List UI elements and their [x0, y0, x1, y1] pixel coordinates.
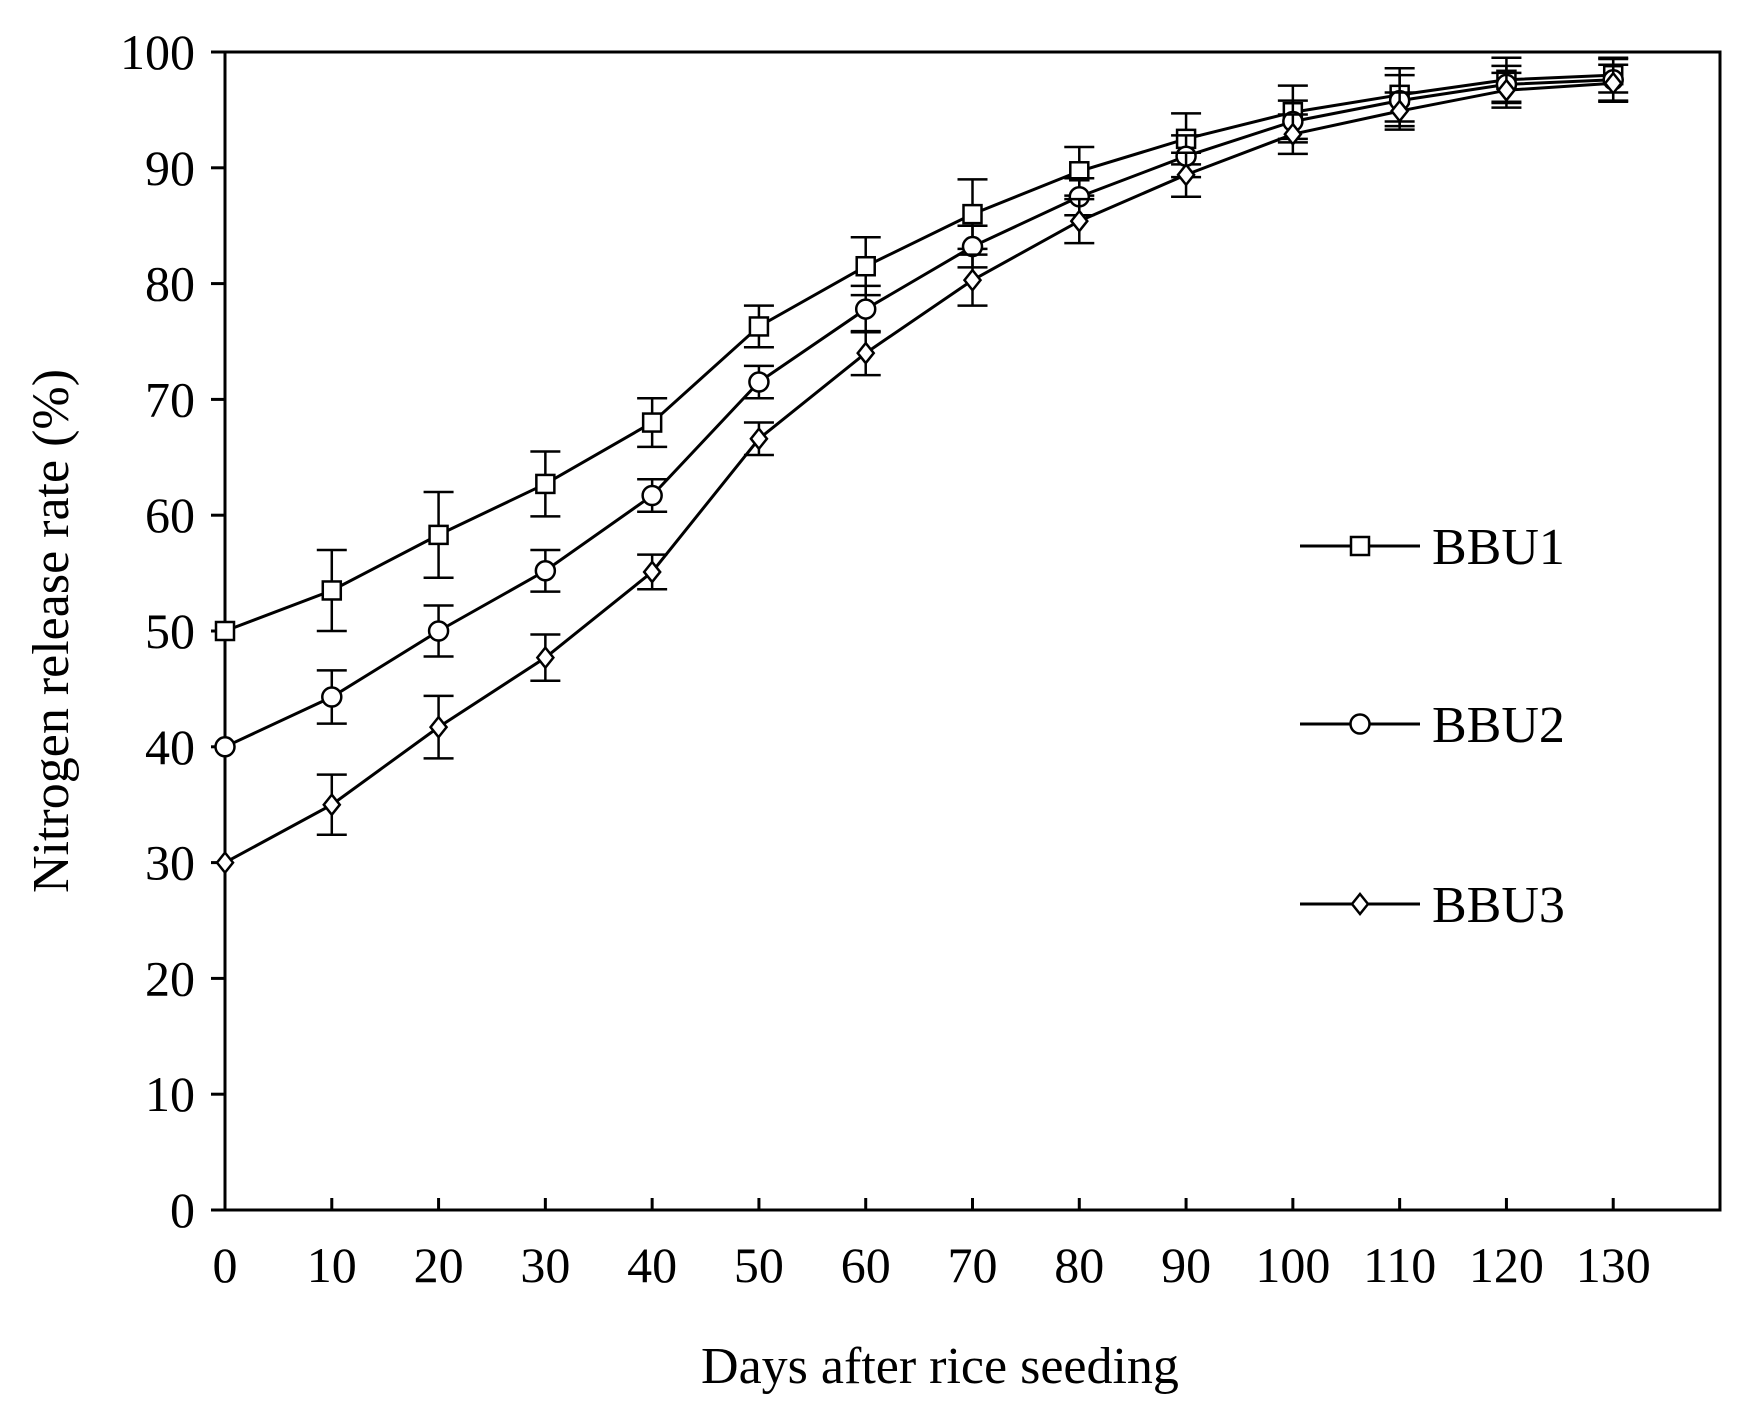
series-bbu2 — [214, 57, 1629, 758]
y-tick-label: 20 — [145, 950, 195, 1006]
legend-item-bbu1: BBU1 — [1300, 519, 1565, 576]
legend-label: BBU1 — [1432, 519, 1565, 576]
data-point — [427, 620, 450, 642]
x-tick-label: 130 — [1576, 1237, 1651, 1293]
series-line — [224, 78, 1614, 749]
data-point — [641, 412, 663, 433]
y-tick-label: 100 — [120, 24, 195, 80]
y-tick-label: 50 — [145, 603, 195, 659]
series-bbu3 — [215, 63, 1629, 875]
data-point — [748, 316, 770, 337]
x-axis-title: Days after rice seeding — [701, 1338, 1179, 1395]
data-point — [641, 484, 663, 507]
data-point — [854, 298, 877, 320]
x-tick-label: 70 — [948, 1237, 998, 1293]
data-point — [535, 645, 555, 670]
legend-label: BBU2 — [1432, 697, 1565, 754]
data-point — [962, 268, 983, 293]
x-tick-label: 30 — [520, 1237, 570, 1293]
data-point — [1176, 162, 1196, 187]
data-point — [962, 203, 983, 225]
data-point — [748, 371, 770, 393]
y-tick-label: 0 — [170, 1182, 195, 1238]
legend: BBU1 BBU2 BBU3 — [1300, 519, 1565, 934]
y-tick-label: 40 — [145, 719, 195, 775]
x-tick-label: 50 — [734, 1237, 784, 1293]
y-tick-label: 70 — [145, 371, 195, 427]
legend-item-bbu3: BBU3 — [1300, 877, 1565, 934]
data-point — [749, 426, 769, 451]
y-tick-label: 30 — [145, 835, 195, 891]
legend-marker — [1349, 713, 1371, 735]
x-tick-label: 40 — [627, 1237, 677, 1293]
series-bbu1 — [214, 56, 1629, 642]
x-tick-label: 20 — [414, 1237, 464, 1293]
data-point — [428, 524, 449, 546]
data-point — [1496, 78, 1517, 103]
x-tick-label: 110 — [1363, 1237, 1436, 1293]
data-point — [642, 559, 662, 584]
legend-marker — [1350, 891, 1370, 917]
data-point — [1283, 122, 1303, 147]
x-tick-label: 10 — [307, 1237, 357, 1293]
series-line — [224, 81, 1614, 864]
x-tick-label: 80 — [1054, 1237, 1104, 1293]
legend-label: BBU3 — [1432, 877, 1565, 934]
data-point — [428, 715, 449, 740]
data-point — [215, 850, 235, 875]
data-point — [214, 620, 236, 642]
series-line — [224, 73, 1614, 633]
data-point — [961, 235, 984, 258]
y-tick-label: 60 — [145, 487, 195, 543]
series-layer — [214, 56, 1629, 875]
x-tick-label: 90 — [1161, 1237, 1211, 1293]
data-point — [1069, 209, 1089, 234]
legend-item-bbu2: BBU2 — [1300, 697, 1565, 754]
data-point — [214, 736, 236, 758]
data-point — [1603, 71, 1623, 96]
y-tick-label: 90 — [145, 140, 195, 196]
data-point — [322, 792, 342, 817]
data-point — [535, 473, 556, 495]
data-point — [856, 341, 876, 366]
data-point — [855, 255, 876, 277]
x-axis: 0 10 20 30 40 50 60 70 80 90 100 110 120 130 — [213, 1198, 1651, 1293]
x-tick-label: 100 — [1255, 1237, 1330, 1293]
data-point — [534, 560, 557, 582]
data-point — [321, 580, 343, 601]
y-tick-label: 80 — [145, 256, 195, 312]
x-tick-label: 60 — [841, 1237, 891, 1293]
y-axis-title: Nitrogen release rate (%) — [23, 369, 80, 893]
y-tick-label: 10 — [145, 1066, 195, 1122]
x-tick-label: 120 — [1469, 1237, 1544, 1293]
data-point — [1390, 99, 1410, 124]
y-axis: 0 10 20 30 40 50 60 70 80 90 100 — [120, 24, 225, 1238]
x-tick-label: 0 — [213, 1237, 238, 1293]
legend-marker — [1349, 535, 1371, 557]
data-point — [321, 686, 343, 708]
